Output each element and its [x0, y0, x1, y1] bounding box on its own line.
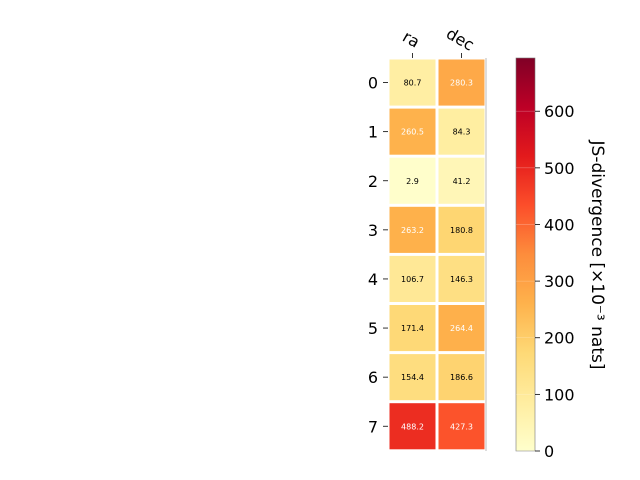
cell-value-label: 263.2 [401, 226, 424, 235]
heatmap-cells: 80.7 280.3 260.5 84.3 2.9 41.2 263.2 180.8 106.7… [389, 59, 485, 450]
heatmap-cell [438, 108, 485, 155]
heatmap-cell [389, 59, 436, 106]
colorbar: 0 100 200 300 400 500 600 JS-divergence [×10⁻³… [515, 57, 607, 461]
colorbar-gradient [515, 57, 536, 452]
column-labels: ra dec [399, 24, 477, 58]
colorbar-ticks: 0 100 200 300 400 500 600 [516, 102, 575, 461]
heatmap-cell [438, 206, 485, 253]
colorbar-tick-label: 0 [544, 442, 554, 461]
cell-value-label: 84.3 [453, 128, 471, 137]
colorbar-tick-label: 200 [544, 329, 575, 348]
heatmap-cell [438, 255, 485, 302]
cell-value-label: 146.3 [450, 275, 473, 284]
column-label: ra [399, 27, 423, 52]
colorbar-tick-label: 400 [544, 215, 575, 234]
cell-value-label: 264.4 [450, 324, 473, 333]
cell-value-label: 106.7 [401, 275, 424, 284]
heatmap-cell [389, 354, 436, 401]
cell-value-label: 180.8 [450, 226, 473, 235]
row-label: 7 [368, 417, 378, 436]
heatmap-cell [389, 157, 436, 204]
heatmap-cell [389, 108, 436, 155]
heatmap-cell [438, 59, 485, 106]
cell-value-label: 80.7 [404, 79, 422, 88]
heatmap-cell [438, 157, 485, 204]
heatmap-cell [389, 255, 436, 302]
cell-value-label: 427.3 [450, 422, 473, 431]
row-label: 0 [368, 74, 378, 93]
colorbar-tick-label: 600 [544, 102, 575, 121]
heatmap-cell [438, 305, 485, 352]
heatmap-cell [438, 354, 485, 401]
heatmap-cell [389, 403, 436, 450]
heatmap-cell [438, 403, 485, 450]
row-labels: 0 1 2 3 4 5 6 7 [368, 74, 388, 436]
row-label: 3 [368, 221, 378, 240]
row-label: 6 [368, 368, 378, 387]
row-label: 2 [368, 172, 378, 191]
colorbar-tick-label: 500 [544, 159, 575, 178]
cell-value-label: 260.5 [401, 128, 424, 137]
cell-value-label: 488.2 [401, 422, 424, 431]
row-label: 5 [368, 319, 378, 338]
cell-value-label: 154.4 [401, 373, 424, 382]
colorbar-tick-label: 100 [544, 385, 575, 404]
cell-value-label: 171.4 [401, 324, 424, 333]
colorbar-tick-label: 300 [544, 272, 575, 291]
cell-value-label: 280.3 [450, 79, 473, 88]
heatmap-cell [389, 206, 436, 253]
cell-value-label: 186.6 [450, 373, 473, 382]
colorbar-label: JS-divergence [×10⁻³ nats] [587, 140, 607, 370]
heatmap-cell [389, 305, 436, 352]
cell-value-label: 41.2 [453, 177, 471, 186]
column-label: dec [443, 24, 477, 55]
row-label: 1 [368, 123, 378, 142]
cell-value-label: 2.9 [406, 177, 419, 186]
row-label: 4 [368, 270, 378, 289]
